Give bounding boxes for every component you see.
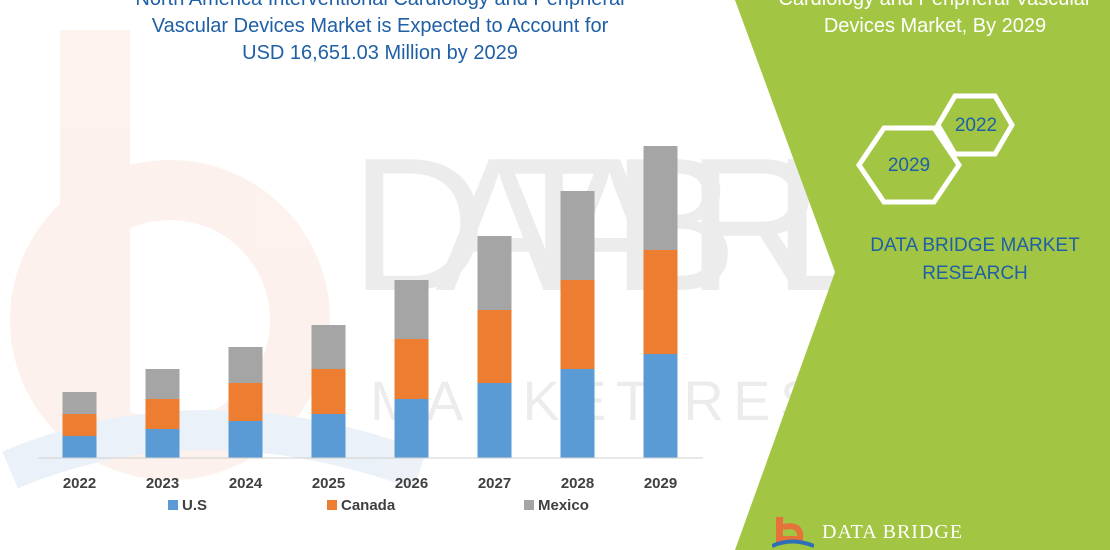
bar-2023-us [145,429,180,458]
legend-label-canada: Canada [341,497,396,514]
bar-2025-canada [311,369,346,414]
hexagon-2022: 2022 [935,93,1015,157]
legend: U.S Canada Mexico [168,497,589,514]
bar-2028-mexico [560,191,595,280]
bar-2028-canada [560,280,595,369]
hex-year-2029: 2029 [888,155,930,176]
legend-swatch-canada [327,500,337,510]
bar-2022-canada [62,414,97,436]
side-panel-title-line2: Devices Market, By 2029 [823,15,1047,37]
chart-title-line2: Vascular Devices Market is Expected to A… [151,15,609,37]
bar-2025-us [311,414,346,458]
side-panel-title-line1: Cardiology and Peripheral Vascular [760,0,1110,13]
bar-2029-canada [643,250,678,354]
bar-2024-mexico [228,347,263,383]
chart-title: North America Interventional Cardiology … [70,0,690,67]
bar-2029-us [643,354,678,458]
legend-swatch-us [168,500,178,510]
x-tick-label-2029: 2029 [644,475,677,492]
brand-line1: DATA BRIDGE MARKET [870,235,1080,256]
brand-line2: RESEARCH [922,263,1028,284]
legend-swatch-mexico [524,500,534,510]
chart-title-line1: North America Interventional Cardiology … [70,0,690,13]
x-axis-tick-labels: 2022 2023 2024 2025 2026 2027 2028 2029 [63,475,677,492]
bar-2023-mexico [145,369,180,399]
hexagon-2029: 2029 [855,125,963,205]
side-panel-title: Cardiology and Peripheral Vascular Devic… [760,0,1110,40]
footer-logo: DATA BRIDGE [772,515,963,549]
brand-text: DATA BRIDGE MARKET RESEARCH [840,232,1110,288]
stacked-bar-chart: 2022 2023 2024 2025 2026 2027 2028 2029 U.S Cana… [38,146,703,514]
bar-2026-us [394,399,429,458]
x-tick-label-2028: 2028 [561,475,594,492]
legend-label-mexico: Mexico [538,497,589,514]
bar-2027-canada [477,310,512,383]
x-tick-label-2023: 2023 [146,475,179,492]
bar-2026-mexico [394,280,429,339]
bar-2028-us [560,369,595,458]
bar-2027-us [477,383,512,458]
bar-2024-us [228,421,263,458]
data-bridge-logo-icon [772,517,814,548]
bar-2023-canada [145,399,180,429]
bar-2022-us [62,436,97,458]
bar-2025-mexico [311,325,346,369]
hex-year-2022: 2022 [955,115,997,136]
chart-title-line3: USD 16,651.03 Million by 2029 [242,42,518,64]
bar-2024-canada [228,383,263,421]
x-tick-label-2025: 2025 [312,475,345,492]
bar-2029-mexico [643,146,678,250]
x-tick-label-2024: 2024 [229,475,263,492]
x-tick-label-2026: 2026 [395,475,428,492]
x-tick-label-2027: 2027 [478,475,511,492]
bar-2022-mexico [62,392,97,414]
bar-2027-mexico [477,236,512,310]
x-tick-label-2022: 2022 [63,475,96,492]
bar-group [62,146,678,458]
footer-logo-text: DATA BRIDGE [822,520,964,543]
bar-2026-canada [394,339,429,399]
legend-label-us: U.S [182,497,207,514]
